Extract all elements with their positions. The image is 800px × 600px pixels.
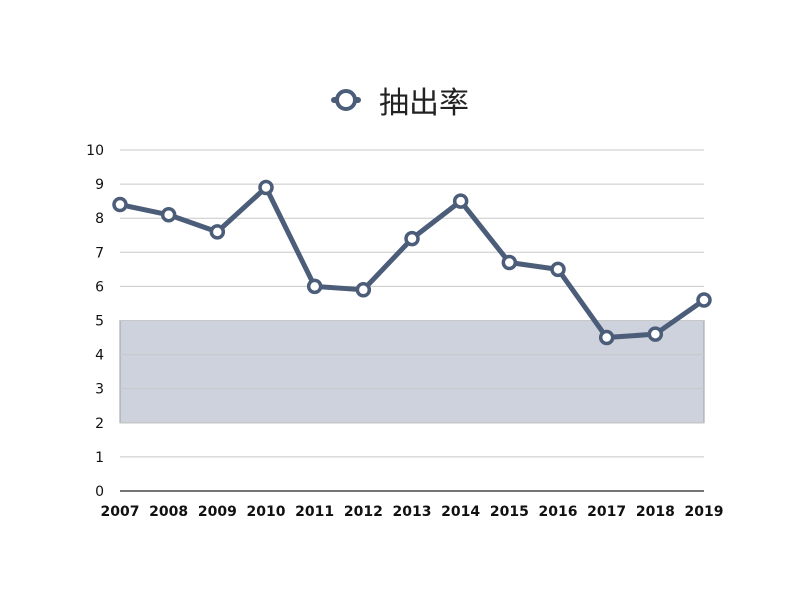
legend-label: 抽出率: [379, 86, 469, 121]
data-point: [355, 282, 372, 298]
x-tick-label: 2016: [539, 504, 578, 520]
y-tick-label: 6: [95, 279, 104, 295]
data-point: [452, 193, 469, 209]
y-tick-label: 9: [95, 177, 104, 193]
data-point: [306, 278, 323, 295]
data-point: [209, 224, 226, 240]
y-tick-label: 1: [95, 450, 104, 466]
data-point: [258, 179, 274, 196]
data-point: [696, 292, 712, 308]
data-point: [598, 329, 615, 346]
data-point: [501, 254, 518, 271]
data-point: [160, 207, 177, 223]
x-tick-label: 2018: [636, 504, 675, 520]
x-tick-label: 2012: [344, 504, 383, 520]
y-tick-label: 3: [95, 382, 104, 398]
legend-marker-icon: [331, 85, 361, 115]
x-tick-label: 2008: [149, 504, 188, 520]
legend: 抽出率: [0, 78, 800, 122]
y-tick-label: 5: [95, 314, 104, 330]
data-point: [404, 230, 420, 247]
data-point: [112, 196, 128, 213]
data-point: [550, 261, 566, 278]
y-tick-label: 2: [95, 416, 104, 432]
x-tick-label: 2019: [685, 504, 724, 520]
x-tick-label: 2009: [198, 504, 237, 520]
x-tick-label: 2011: [295, 504, 334, 520]
y-tick-label: 8: [95, 211, 104, 227]
x-tick-label: 2014: [441, 504, 480, 520]
y-tick-label: 7: [95, 245, 104, 261]
x-tick-label: 2017: [587, 504, 626, 520]
x-tick-label: 2010: [247, 504, 286, 520]
series-line: [117, 185, 707, 341]
y-tick-label: 0: [95, 484, 104, 500]
data-point: [647, 326, 664, 342]
y-tick-label: 10: [86, 143, 104, 159]
x-tick-label: 2013: [393, 504, 432, 520]
x-tick-label: 2007: [101, 504, 140, 520]
x-tick-label: 2015: [490, 504, 529, 520]
y-tick-label: 4: [95, 348, 104, 364]
